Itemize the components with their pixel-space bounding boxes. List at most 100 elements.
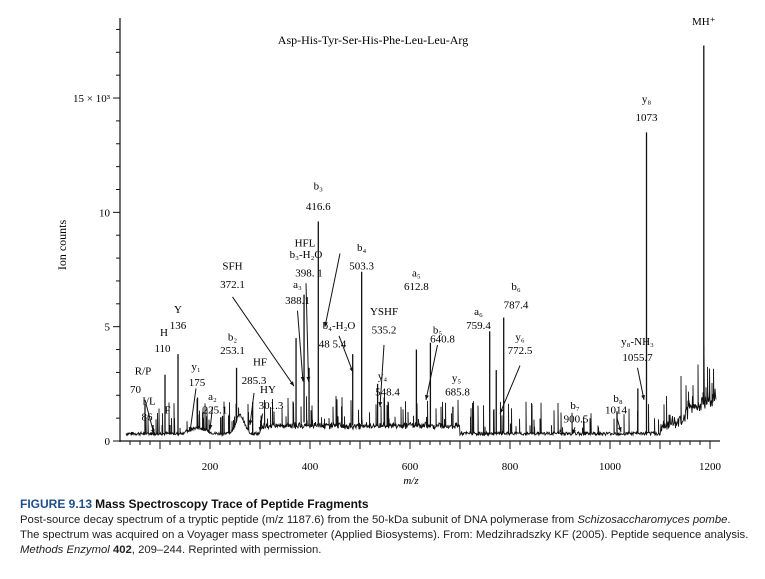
peak-label: 398. 1 bbox=[295, 267, 323, 279]
peak-label: b₂ bbox=[228, 331, 238, 343]
peak-label: 175 bbox=[189, 377, 206, 389]
peak-label: HFL bbox=[295, 238, 316, 250]
peak-label: 640.8 bbox=[430, 334, 455, 346]
arrow-head bbox=[258, 427, 263, 432]
caption-text-3: , 209–244. Reprinted with permission. bbox=[131, 544, 322, 556]
arrow-head bbox=[324, 321, 328, 327]
figure-title: Mass Spectroscopy Trace of Peptide Fragm… bbox=[95, 497, 369, 511]
peak-label: F bbox=[164, 405, 170, 417]
peak-label: H bbox=[160, 327, 168, 339]
x-tick-label: 1200 bbox=[699, 461, 722, 473]
peak-label: YSHF bbox=[370, 306, 398, 318]
x-tick-label: 400 bbox=[302, 461, 319, 473]
arrow-head bbox=[208, 424, 213, 430]
peak-label: a₂ bbox=[208, 391, 217, 403]
peak-label: y₆ bbox=[515, 331, 525, 343]
x-tick-label: 1000 bbox=[599, 461, 622, 473]
peak-label: Y bbox=[174, 304, 182, 316]
peak-label: 86 bbox=[142, 411, 154, 423]
peak-label: y₈-NH₃ bbox=[621, 336, 654, 348]
peak-label: HY bbox=[260, 384, 276, 396]
peak-label: a₃ bbox=[293, 279, 302, 291]
peak-label: 388.1 bbox=[285, 295, 310, 307]
y-tick-label: 5 bbox=[105, 322, 111, 334]
annotation-arrow bbox=[144, 399, 155, 435]
annotation-arrow bbox=[297, 310, 304, 382]
peak-bars bbox=[144, 45, 705, 436]
chart-title: Asp-His-Tyr-Ser-His-Phe-Leu-Leu-Arg bbox=[278, 33, 468, 47]
peak-label: 416.6 bbox=[306, 201, 331, 213]
arrow-head bbox=[499, 408, 504, 414]
peak-label: 48 5.4 bbox=[319, 338, 347, 350]
arrow-head bbox=[188, 427, 193, 432]
peak-label: 685.8 bbox=[445, 386, 470, 398]
figure-label: FIGURE 9.13 bbox=[20, 497, 93, 511]
peak-label: b₈ bbox=[613, 393, 623, 405]
annotation-arrow bbox=[324, 253, 341, 327]
peak-label: 372.1 bbox=[220, 279, 245, 291]
arrow-head bbox=[425, 394, 429, 400]
y-axis-label: Ion counts bbox=[55, 220, 69, 271]
peak-label: y₅ bbox=[452, 373, 462, 385]
arrow-head bbox=[248, 420, 253, 425]
peak-label: 787.4 bbox=[504, 299, 529, 311]
peak-label: b₆ bbox=[511, 281, 521, 293]
arrow-head bbox=[617, 426, 622, 432]
caption-text-2: . The spectrum was acquired on a Voyager… bbox=[20, 514, 749, 541]
peak-label: 225.1 bbox=[203, 405, 228, 417]
chart-axes: 0 5 10 15 × 10³ 200 400 600 800 1000 1200 bbox=[73, 18, 722, 473]
spectrum-trace bbox=[125, 345, 717, 437]
annotation-arrow bbox=[305, 283, 309, 382]
arrow-head bbox=[641, 394, 645, 400]
annotation-arrow bbox=[249, 392, 255, 426]
peak-label: b₃-H₂O bbox=[290, 249, 323, 261]
peak-label: 612.8 bbox=[404, 281, 429, 293]
peak-label: b₃ bbox=[314, 180, 324, 192]
peak-label: 1055.7 bbox=[622, 352, 653, 364]
peak-label: SFH bbox=[222, 261, 242, 273]
mass-spectrum-chart: 0 5 10 15 × 10³ 200 400 600 800 1000 1200 MH⁺ y₈ 10… bbox=[55, 16, 722, 487]
peak-label: b₅ bbox=[433, 325, 443, 337]
arrow-head bbox=[289, 381, 294, 387]
x-axis-label: m/z bbox=[403, 475, 419, 487]
peak-label: b₄-H₂O bbox=[323, 320, 356, 332]
peak-label: y₁ bbox=[191, 361, 201, 373]
peak-label: 70 bbox=[130, 384, 142, 396]
peak-label: a₆ bbox=[474, 306, 483, 318]
peak-label: 1014 bbox=[605, 405, 628, 417]
peak-label: 535.2 bbox=[372, 325, 397, 337]
peak-label: y₈ bbox=[642, 94, 652, 106]
x-tick-label: 200 bbox=[202, 461, 219, 473]
peak-label: 759.4 bbox=[466, 320, 491, 332]
annotation-arrows bbox=[144, 253, 645, 435]
x-tick-label: 600 bbox=[402, 461, 419, 473]
annotation-arrow bbox=[425, 344, 438, 400]
peak-label: b₄ bbox=[357, 242, 367, 254]
caption-journal: Methods Enzymol bbox=[20, 544, 110, 556]
peak-label: 285.3 bbox=[242, 375, 267, 387]
annotation-arrow bbox=[232, 296, 295, 387]
peak-label: MH⁺ bbox=[692, 16, 716, 28]
arrow-head bbox=[150, 429, 155, 435]
caption-species: Schizosaccharomyces pombe bbox=[577, 514, 728, 526]
figure-caption: FIGURE 9.13 Mass Spectroscopy Trace of P… bbox=[20, 497, 750, 558]
y-tick-label: 0 bbox=[105, 436, 111, 448]
arrow-head bbox=[349, 367, 354, 373]
arrow-head bbox=[306, 376, 311, 382]
annotation-arrow bbox=[189, 388, 197, 432]
arrow-head bbox=[378, 401, 383, 407]
annotation-arrow bbox=[379, 344, 385, 407]
caption-text-1: Post-source decay spectrum of a tryptic … bbox=[20, 514, 578, 526]
peak-label: HF bbox=[253, 357, 267, 369]
y-tick-label: 10 bbox=[99, 207, 111, 219]
peak-label: 548.4 bbox=[375, 386, 400, 398]
peak-label: R/P bbox=[135, 366, 152, 378]
peak-label: 136 bbox=[170, 320, 187, 332]
peak-label: a₅ bbox=[412, 267, 421, 279]
peak-label: 900.5 bbox=[564, 414, 589, 426]
annotation-arrow bbox=[338, 335, 354, 373]
caption-volume: 402 bbox=[112, 544, 132, 556]
peak-label: 1073 bbox=[636, 112, 659, 124]
peak-label: 301.3 bbox=[259, 400, 284, 412]
